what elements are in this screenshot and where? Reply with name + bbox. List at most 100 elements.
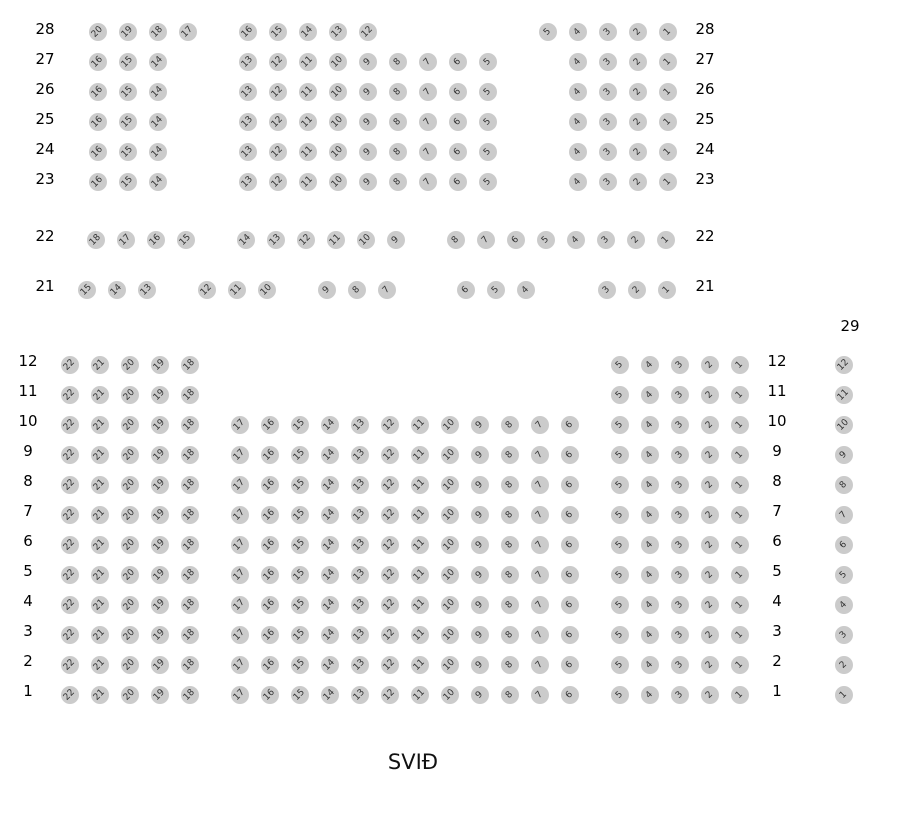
seat-26-5[interactable]: 5 — [479, 83, 497, 101]
seat-5-21[interactable]: 21 — [91, 566, 109, 584]
seat-1-7[interactable]: 7 — [531, 686, 549, 704]
seat-8-8[interactable]: 8 — [501, 476, 519, 494]
seat-25-9[interactable]: 9 — [359, 113, 377, 131]
seat-9-14[interactable]: 14 — [321, 446, 339, 464]
seat-1-14[interactable]: 14 — [321, 686, 339, 704]
seat-7-9[interactable]: 9 — [471, 506, 489, 524]
seat-26-14[interactable]: 14 — [149, 83, 167, 101]
seat-24-8[interactable]: 8 — [389, 143, 407, 161]
seat-8-6[interactable]: 6 — [561, 476, 579, 494]
seat-8-22[interactable]: 22 — [61, 476, 79, 494]
seat-24-3[interactable]: 3 — [599, 143, 617, 161]
seat-25-1[interactable]: 1 — [659, 113, 677, 131]
seat-4-13[interactable]: 13 — [351, 596, 369, 614]
seat-3-8[interactable]: 8 — [501, 626, 519, 644]
seat-6-8[interactable]: 8 — [501, 536, 519, 554]
seat-8-4[interactable]: 4 — [641, 476, 659, 494]
seat-6-1[interactable]: 1 — [731, 536, 749, 554]
seat-29-6[interactable]: 6 — [835, 536, 853, 554]
seat-9-7[interactable]: 7 — [531, 446, 549, 464]
seat-7-7[interactable]: 7 — [531, 506, 549, 524]
seat-24-15[interactable]: 15 — [119, 143, 137, 161]
seat-1-22[interactable]: 22 — [61, 686, 79, 704]
seat-4-11[interactable]: 11 — [411, 596, 429, 614]
seat-12-20[interactable]: 20 — [121, 356, 139, 374]
seat-7-15[interactable]: 15 — [291, 506, 309, 524]
seat-9-12[interactable]: 12 — [381, 446, 399, 464]
seat-29-2[interactable]: 2 — [835, 656, 853, 674]
seat-5-3[interactable]: 3 — [671, 566, 689, 584]
seat-21-7[interactable]: 7 — [378, 281, 396, 299]
seat-29-1[interactable]: 1 — [835, 686, 853, 704]
seat-9-11[interactable]: 11 — [411, 446, 429, 464]
seat-9-10[interactable]: 10 — [441, 446, 459, 464]
seat-26-13[interactable]: 13 — [239, 83, 257, 101]
seat-7-20[interactable]: 20 — [121, 506, 139, 524]
seat-2-15[interactable]: 15 — [291, 656, 309, 674]
seat-25-5[interactable]: 5 — [479, 113, 497, 131]
seat-12-5[interactable]: 5 — [611, 356, 629, 374]
seat-4-8[interactable]: 8 — [501, 596, 519, 614]
seat-9-6[interactable]: 6 — [561, 446, 579, 464]
seat-26-1[interactable]: 1 — [659, 83, 677, 101]
seat-25-6[interactable]: 6 — [449, 113, 467, 131]
seat-11-3[interactable]: 3 — [671, 386, 689, 404]
seat-1-4[interactable]: 4 — [641, 686, 659, 704]
seat-27-7[interactable]: 7 — [419, 53, 437, 71]
seat-29-12[interactable]: 12 — [835, 356, 853, 374]
seat-28-2[interactable]: 2 — [629, 23, 647, 41]
seat-1-17[interactable]: 17 — [231, 686, 249, 704]
seat-12-3[interactable]: 3 — [671, 356, 689, 374]
seat-10-9[interactable]: 9 — [471, 416, 489, 434]
seat-9-15[interactable]: 15 — [291, 446, 309, 464]
seat-25-14[interactable]: 14 — [149, 113, 167, 131]
seat-4-9[interactable]: 9 — [471, 596, 489, 614]
seat-23-7[interactable]: 7 — [419, 173, 437, 191]
seat-3-7[interactable]: 7 — [531, 626, 549, 644]
seat-29-7[interactable]: 7 — [835, 506, 853, 524]
seat-5-15[interactable]: 15 — [291, 566, 309, 584]
seat-22-16[interactable]: 16 — [147, 231, 165, 249]
seat-7-1[interactable]: 1 — [731, 506, 749, 524]
seat-1-5[interactable]: 5 — [611, 686, 629, 704]
seat-23-2[interactable]: 2 — [629, 173, 647, 191]
seat-24-14[interactable]: 14 — [149, 143, 167, 161]
seat-11-20[interactable]: 20 — [121, 386, 139, 404]
seat-22-7[interactable]: 7 — [477, 231, 495, 249]
seat-7-8[interactable]: 8 — [501, 506, 519, 524]
seat-12-19[interactable]: 19 — [151, 356, 169, 374]
seat-22-18[interactable]: 18 — [87, 231, 105, 249]
seat-5-11[interactable]: 11 — [411, 566, 429, 584]
seat-27-9[interactable]: 9 — [359, 53, 377, 71]
seat-12-1[interactable]: 1 — [731, 356, 749, 374]
seat-6-5[interactable]: 5 — [611, 536, 629, 554]
seat-4-21[interactable]: 21 — [91, 596, 109, 614]
seat-22-3[interactable]: 3 — [597, 231, 615, 249]
seat-1-12[interactable]: 12 — [381, 686, 399, 704]
seat-25-3[interactable]: 3 — [599, 113, 617, 131]
seat-22-15[interactable]: 15 — [177, 231, 195, 249]
seat-22-14[interactable]: 14 — [237, 231, 255, 249]
seat-24-4[interactable]: 4 — [569, 143, 587, 161]
seat-6-19[interactable]: 19 — [151, 536, 169, 554]
seat-26-4[interactable]: 4 — [569, 83, 587, 101]
seat-11-18[interactable]: 18 — [181, 386, 199, 404]
seat-22-17[interactable]: 17 — [117, 231, 135, 249]
seat-11-22[interactable]: 22 — [61, 386, 79, 404]
seat-3-12[interactable]: 12 — [381, 626, 399, 644]
seat-4-10[interactable]: 10 — [441, 596, 459, 614]
seat-24-5[interactable]: 5 — [479, 143, 497, 161]
seat-1-20[interactable]: 20 — [121, 686, 139, 704]
seat-5-1[interactable]: 1 — [731, 566, 749, 584]
seat-25-10[interactable]: 10 — [329, 113, 347, 131]
seat-2-7[interactable]: 7 — [531, 656, 549, 674]
seat-27-8[interactable]: 8 — [389, 53, 407, 71]
seat-7-16[interactable]: 16 — [261, 506, 279, 524]
seat-9-1[interactable]: 1 — [731, 446, 749, 464]
seat-26-11[interactable]: 11 — [299, 83, 317, 101]
seat-28-4[interactable]: 4 — [569, 23, 587, 41]
seat-4-12[interactable]: 12 — [381, 596, 399, 614]
seat-29-3[interactable]: 3 — [835, 626, 853, 644]
seat-4-20[interactable]: 20 — [121, 596, 139, 614]
seat-23-6[interactable]: 6 — [449, 173, 467, 191]
